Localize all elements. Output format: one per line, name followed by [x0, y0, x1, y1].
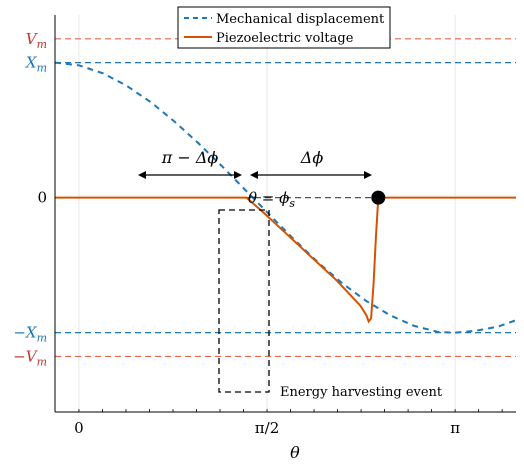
x-tick-label-0: 0 [74, 419, 84, 437]
legend: Mechanical displacement Piezoelectric vo… [177, 6, 391, 49]
y-tick-label-0: Vm [26, 30, 47, 51]
legend-label-voltage: Piezoelectric voltage [216, 31, 354, 46]
theta-phi-main: θ = ϕ [248, 189, 289, 207]
y-tick-label-2: 0 [37, 189, 47, 207]
series-line-0 [55, 61, 516, 334]
theta-phi-sub: s [289, 197, 295, 210]
phase-annotations: π − Δϕ Δϕ θ = ϕs Energy harvesting event [138, 148, 443, 400]
y-tick-label-3: −Xm [13, 324, 47, 345]
x-minor-ticks [78, 409, 503, 412]
energy-harvesting-label: Energy harvesting event [280, 385, 443, 400]
series-line-1 [55, 196, 516, 324]
y-tick-labels: Vm Xm 0 −Xm−Vm [13, 30, 47, 369]
x-tick-label-2: π [450, 419, 460, 437]
grid [78, 15, 456, 412]
x-axis-label: θ [290, 443, 300, 462]
legend-label-displacement: Mechanical displacement [216, 12, 385, 27]
x-tick-labels: 0π/2π3π/2 [74, 419, 460, 437]
energy-harvesting-box [218, 209, 270, 393]
x-tick-label-1: π/2 [255, 419, 279, 437]
switch-point-marker [371, 190, 386, 205]
dphi-label: Δϕ [300, 148, 324, 167]
theta-phi-label: θ = ϕs [248, 189, 295, 210]
pi-minus-dphi-label: π − Δϕ [161, 148, 219, 167]
pi-minus-dphi-arrow [138, 171, 242, 179]
y-tick-label-4: −Vm [13, 347, 47, 368]
legend-box [177, 6, 391, 49]
y-tick-label-1: Xm [25, 54, 47, 75]
dphi-arrow [250, 171, 372, 179]
series-lines [55, 61, 516, 334]
